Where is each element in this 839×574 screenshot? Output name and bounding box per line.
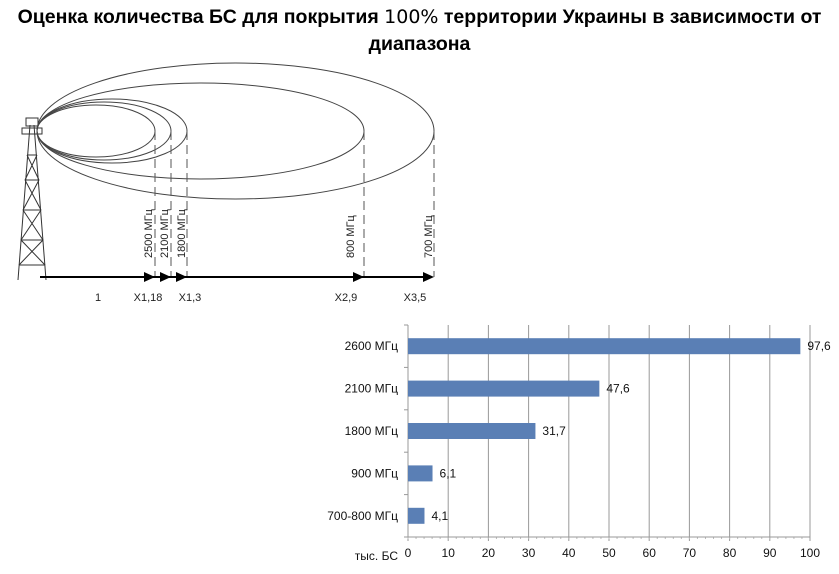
band-label: 2100 МГц bbox=[159, 208, 171, 258]
category-label: 700-800 МГц bbox=[327, 509, 398, 523]
distance-label: X1,18 bbox=[134, 292, 163, 304]
x-tick-label: 100 bbox=[800, 546, 820, 560]
category-label: 1800 МГц bbox=[345, 424, 399, 438]
x-tick-label: 10 bbox=[442, 546, 456, 560]
arrow-head-icon bbox=[160, 272, 171, 282]
x-tick-label: 30 bbox=[522, 546, 536, 560]
distance-label: 1 bbox=[95, 292, 101, 304]
x-tick-label: 0 bbox=[405, 546, 412, 560]
band-label: 2500 МГц bbox=[143, 208, 155, 258]
arrow-head-icon bbox=[144, 272, 155, 282]
data-label: 97,6 bbox=[807, 339, 831, 353]
arrow-head-icon bbox=[176, 272, 187, 282]
bar bbox=[408, 423, 536, 439]
category-label: 2100 МГц bbox=[345, 382, 399, 396]
distance-label: X1,3 bbox=[179, 292, 202, 304]
category-label: 2600 МГц bbox=[345, 339, 399, 353]
x-tick-label: 80 bbox=[723, 546, 737, 560]
distance-label: X3,5 bbox=[404, 292, 427, 304]
distance-label: X2,9 bbox=[335, 292, 358, 304]
data-label: 4,1 bbox=[431, 509, 448, 523]
bar bbox=[408, 380, 600, 397]
arrow-head-icon bbox=[423, 272, 434, 282]
data-label: 6,1 bbox=[440, 466, 457, 480]
bar bbox=[408, 338, 801, 355]
tower-icon bbox=[17, 117, 47, 281]
x-tick-label: 20 bbox=[482, 546, 496, 560]
bar bbox=[408, 465, 433, 482]
bar bbox=[408, 507, 425, 524]
data-label: 31,7 bbox=[542, 424, 566, 438]
category-label: 900 МГц bbox=[351, 466, 398, 480]
x-axis-label: тыс. БС bbox=[355, 549, 399, 563]
band-label: 1800 МГц bbox=[176, 208, 188, 258]
x-tick-label: 50 bbox=[602, 546, 616, 560]
band-label: 800 МГц bbox=[345, 214, 357, 258]
chart-title: Оценка количества БС для покрытия 100% т… bbox=[17, 6, 822, 55]
x-tick-label: 60 bbox=[643, 546, 657, 560]
x-tick-label: 40 bbox=[562, 546, 576, 560]
x-tick-label: 90 bbox=[763, 546, 777, 560]
band-label: 700 МГц bbox=[423, 214, 435, 258]
x-tick-label: 70 bbox=[683, 546, 697, 560]
data-label: 47,6 bbox=[606, 382, 630, 396]
arrow-head-icon bbox=[353, 272, 364, 282]
